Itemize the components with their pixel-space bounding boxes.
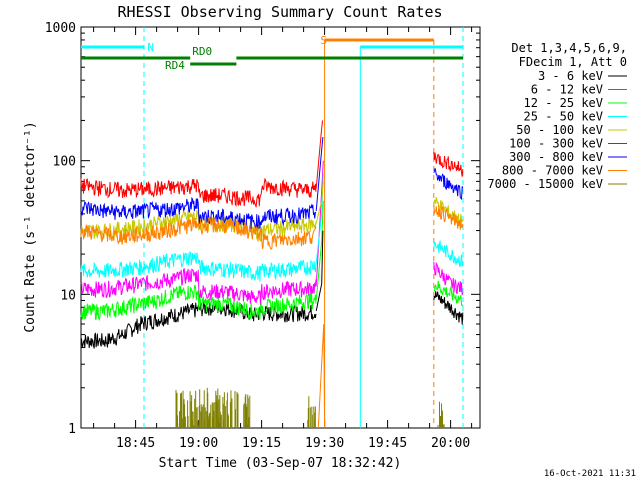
- flare-spike: [315, 181, 324, 224]
- series-line-300-800-kev: [80, 196, 317, 231]
- x-tick-label: 18:45: [116, 436, 155, 451]
- legend-label-6-12-kev: 6 - 12 keV: [531, 83, 603, 97]
- y-tick-label: 1: [68, 422, 76, 437]
- series-line-800-7000-kev: [433, 204, 464, 230]
- x-tick-label: 20:00: [431, 436, 470, 451]
- legend-label-100-300-kev: 100 - 300 keV: [509, 137, 603, 151]
- series-line-25-50-kev: [80, 251, 317, 282]
- flare-spike: [315, 160, 324, 287]
- plot-area: 1 10 100 1000 18:45 19:00 19:15 19:30 19:45 20:00…: [45, 21, 481, 451]
- chart-title: RHESSI Observing Summary Count Rates: [117, 3, 442, 21]
- legend-label-800-7000-kev: 800 - 7000 keV: [502, 164, 603, 178]
- flare-spike: [317, 323, 326, 429]
- series-line-800-7000-kev: [80, 216, 317, 250]
- series-line-6-12-kev: [80, 268, 317, 306]
- legend-label-50-100-kev: 50 - 100 keV: [516, 123, 603, 137]
- x-axis-label: Start Time (03-Sep-07 18:32:42): [159, 456, 402, 471]
- flag-label-s: S: [320, 34, 327, 47]
- series-line-100-300-kev: [433, 151, 464, 177]
- y-tick-label: 1000: [45, 21, 76, 36]
- series-line-100-300-kev: [80, 177, 317, 208]
- flare-spike: [315, 230, 324, 312]
- y-tick-label: 100: [53, 155, 76, 170]
- flare-spike: [315, 120, 323, 189]
- flare-spike: [315, 200, 324, 301]
- y-axis-label: Count Rate (s⁻¹ detector⁻¹): [23, 121, 38, 332]
- series-line-3-6-kev: [433, 291, 464, 325]
- flag-label-rd0: RD0: [192, 45, 212, 58]
- legend-label-300-800-kev: 300 - 800 keV: [509, 150, 603, 164]
- legend-header-line-2: FDecim 1, Att 0: [519, 55, 627, 69]
- series-line-12-25-kev: [80, 284, 317, 322]
- series-line-25-50-kev: [433, 240, 464, 268]
- footer-timestamp: 16-Oct-2021 11:31: [544, 469, 636, 479]
- series-line-6-12-kev: [433, 261, 464, 296]
- x-tick-label: 19:00: [179, 436, 218, 451]
- legend-label-7000-15000-kev: 7000 - 15000 keV: [487, 177, 603, 191]
- legend-label-25-50-kev: 25 - 50 keV: [524, 110, 603, 124]
- legend-label-3-6-kev: 3 - 6 keV: [538, 69, 603, 83]
- x-tick-label: 19:15: [242, 436, 281, 451]
- flag-label-rd4: RD4: [165, 59, 185, 72]
- series-line-12-25-kev: [433, 280, 464, 307]
- y-tick-label: 10: [60, 288, 76, 303]
- legend-label-12-25-kev: 12 - 25 keV: [524, 96, 603, 110]
- series-line-300-800-kev: [433, 168, 464, 201]
- x-tick-label: 19:30: [305, 436, 344, 451]
- flare-spike: [315, 137, 324, 212]
- legend-header-line-1: Det 1,3,4,5,6,9,: [511, 41, 627, 55]
- flag-label-n: N: [147, 41, 154, 54]
- x-tick-label: 19:45: [368, 436, 407, 451]
